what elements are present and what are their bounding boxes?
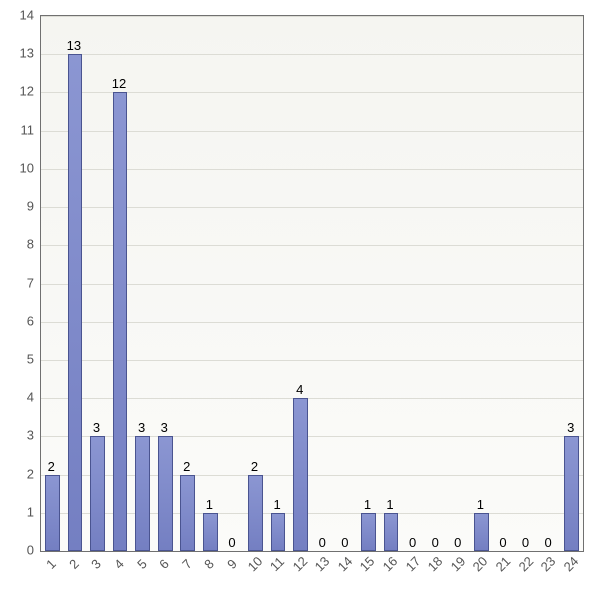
bar-value-label: 2	[251, 459, 258, 474]
y-tick-label: 0	[0, 543, 34, 558]
bar	[384, 513, 399, 551]
x-tick-label: 16	[380, 554, 401, 575]
bar	[45, 475, 60, 551]
y-tick-label: 8	[0, 237, 34, 252]
bar-value-label: 3	[93, 420, 100, 435]
y-tick-label: 13	[0, 46, 34, 61]
bar	[135, 436, 150, 551]
bar	[248, 475, 263, 551]
y-tick-label: 7	[0, 275, 34, 290]
x-tick-label: 13	[312, 554, 333, 575]
bar-value-label: 0	[545, 535, 552, 550]
plot-area	[40, 15, 584, 552]
x-tick-label: 24	[560, 554, 581, 575]
bar	[293, 398, 308, 551]
bar	[203, 513, 218, 551]
bar-value-label: 0	[409, 535, 416, 550]
y-tick-label: 6	[0, 313, 34, 328]
x-tick-label: 23	[538, 554, 559, 575]
y-tick-label: 1	[0, 504, 34, 519]
x-tick-label: 5	[134, 556, 150, 572]
y-tick-label: 9	[0, 199, 34, 214]
bar	[564, 436, 579, 551]
bar	[180, 475, 195, 551]
x-tick-label: 10	[244, 554, 265, 575]
bar	[90, 436, 105, 551]
x-tick-label: 3	[89, 556, 105, 572]
grid-line	[41, 54, 583, 55]
x-tick-label: 14	[334, 554, 355, 575]
bar-value-label: 12	[112, 76, 126, 91]
bar-value-label: 0	[522, 535, 529, 550]
y-tick-label: 2	[0, 466, 34, 481]
x-tick-label: 2	[66, 556, 82, 572]
bar-value-label: 0	[499, 535, 506, 550]
x-tick-label: 17	[402, 554, 423, 575]
x-tick-label: 1	[43, 556, 59, 572]
x-tick-label: 22	[515, 554, 536, 575]
x-tick-label: 15	[357, 554, 378, 575]
x-tick-label: 9	[224, 556, 240, 572]
x-tick-label: 21	[493, 554, 514, 575]
x-tick-label: 18	[425, 554, 446, 575]
bar-value-label: 1	[386, 497, 393, 512]
y-tick-label: 14	[0, 8, 34, 23]
bar-value-label: 1	[206, 497, 213, 512]
bar-chart: 01234567891011121314 1234567891011121314…	[0, 0, 600, 600]
bar	[68, 54, 83, 551]
bar-value-label: 0	[341, 535, 348, 550]
y-tick-label: 5	[0, 351, 34, 366]
x-tick-label: 6	[156, 556, 172, 572]
y-tick-label: 10	[0, 160, 34, 175]
bar	[474, 513, 489, 551]
y-tick-label: 4	[0, 390, 34, 405]
bar-value-label: 1	[364, 497, 371, 512]
bar	[271, 513, 286, 551]
bar-value-label: 2	[183, 459, 190, 474]
bar-value-label: 0	[319, 535, 326, 550]
y-tick-label: 12	[0, 84, 34, 99]
bar-value-label: 3	[567, 420, 574, 435]
bar-value-label: 0	[454, 535, 461, 550]
grid-line	[41, 16, 583, 17]
x-tick-label: 8	[202, 556, 218, 572]
y-tick-label: 3	[0, 428, 34, 443]
x-tick-label: 20	[470, 554, 491, 575]
bar-value-label: 0	[432, 535, 439, 550]
bar-value-label: 1	[274, 497, 281, 512]
y-tick-label: 11	[0, 122, 34, 137]
x-tick-label: 11	[267, 554, 287, 574]
bar-value-label: 1	[477, 497, 484, 512]
bar-value-label: 3	[161, 420, 168, 435]
bar-value-label: 4	[296, 382, 303, 397]
x-tick-label: 12	[289, 554, 310, 575]
bar-value-label: 3	[138, 420, 145, 435]
bar-value-label: 2	[48, 459, 55, 474]
x-tick-label: 19	[447, 554, 468, 575]
x-tick-label: 4	[111, 556, 127, 572]
x-tick-label: 7	[179, 556, 195, 572]
bar	[361, 513, 376, 551]
bar	[113, 92, 128, 551]
bar-value-label: 0	[228, 535, 235, 550]
bar	[158, 436, 173, 551]
bar-value-label: 13	[67, 38, 81, 53]
